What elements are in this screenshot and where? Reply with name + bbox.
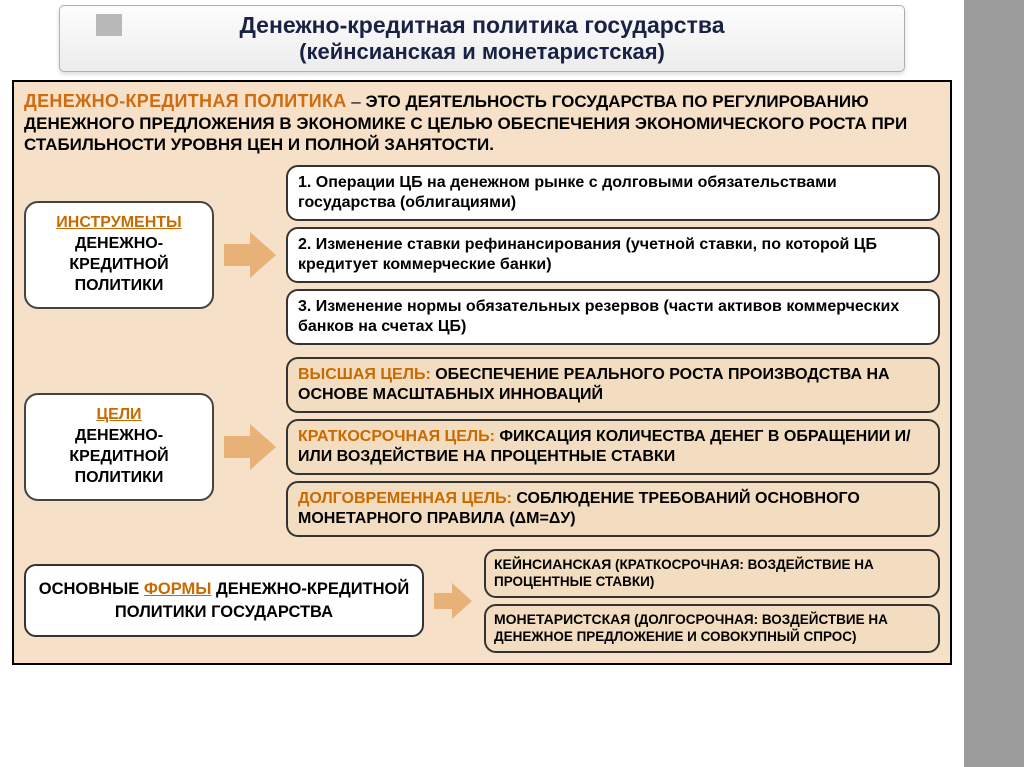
instruments-rest: ДЕНЕЖНО-КРЕДИТНОЙ ПОЛИТИКИ [69,235,168,294]
goals-rest: ДЕНЕЖНО-КРЕДИТНОЙ ПОЛИТИКИ [69,427,168,486]
arrow-icon [224,424,276,470]
slide-title-box: Денежно-кредитная политика государства (… [59,5,905,72]
instruments-accent: ИНСТРУМЕНТЫ [56,214,181,231]
slide-content: Денежно-кредитная политика государства (… [12,5,952,665]
goals-card: ЦЕЛИ ДЕНЕЖНО-КРЕДИТНОЙ ПОЛИТИКИ [24,393,214,500]
definition-lead: ДЕНЕЖНО-КРЕДИТНАЯ ПОЛИТИКА [24,91,347,111]
instruments-card: ИНСТРУМЕНТЫ ДЕНЕЖНО-КРЕДИТНОЙ ПОЛИТИКИ [24,201,214,308]
forms-list: КЕЙНСИАНСКАЯ (КРАТКОСРОЧНАЯ: ВОЗДЕЙСТВИЕ… [484,549,940,653]
slide-sidebar-stripe [964,0,1024,767]
goal-item: ДОЛГОВРЕМЕННАЯ ЦЕЛЬ: СОБЛЮДЕНИЕ ТРЕБОВАН… [286,481,940,537]
instrument-item: 1. Операции ЦБ на денежном рынке с долго… [286,165,940,221]
title-bullet-icon [96,14,122,36]
definition-paragraph: ДЕНЕЖНО-КРЕДИТНАЯ ПОЛИТИКА – ЭТО ДЕЯТЕЛЬ… [24,90,940,155]
title-line-1: Денежно-кредитная политика государства [70,12,894,39]
definition local: – [347,92,366,111]
goal-item: ВЫСШАЯ ЦЕЛЬ: ОБЕСПЕЧЕНИЕ РЕАЛЬНОГО РОСТА… [286,357,940,413]
instrument-item: 3. Изменение нормы обязательных резервов… [286,289,940,345]
instruments-row: ИНСТРУМЕНТЫ ДЕНЕЖНО-КРЕДИТНОЙ ПОЛИТИКИ 1… [24,165,940,345]
goals-list: ВЫСШАЯ ЦЕЛЬ: ОБЕСПЕЧЕНИЕ РЕАЛЬНОГО РОСТА… [286,357,940,537]
goals-accent: ЦЕЛИ [96,406,141,423]
goals-row: ЦЕЛИ ДЕНЕЖНО-КРЕДИТНОЙ ПОЛИТИКИ ВЫСШАЯ Ц… [24,357,940,537]
arrow-icon [224,232,276,278]
arrow-icon [434,583,474,619]
instruments-list: 1. Операции ЦБ на денежном рынке с долго… [286,165,940,345]
title-line-2: (кейнсианская и монетаристская) [70,39,894,65]
forms-card: ОСНОВНЫЕ ФОРМЫ ДЕНЕЖНО-КРЕДИТНОЙ ПОЛИТИК… [24,564,424,637]
form-item: МОНЕТАРИСТСКАЯ (ДОЛГОСРОЧНАЯ: ВОЗДЕЙСТВИ… [484,604,940,653]
form-item: КЕЙНСИАНСКАЯ (КРАТКОСРОЧНАЯ: ВОЗДЕЙСТВИЕ… [484,549,940,598]
forms-accent: ФОРМЫ [144,580,212,598]
goal-item: КРАТКОСРОЧНАЯ ЦЕЛЬ: ФИКСАЦИЯ КОЛИЧЕСТВА … [286,419,940,475]
main-frame: ДЕНЕЖНО-КРЕДИТНАЯ ПОЛИТИКА – ЭТО ДЕЯТЕЛЬ… [12,80,952,665]
forms-row: ОСНОВНЫЕ ФОРМЫ ДЕНЕЖНО-КРЕДИТНОЙ ПОЛИТИК… [24,549,940,653]
instrument-item: 2. Изменение ставки рефинансирования (уч… [286,227,940,283]
